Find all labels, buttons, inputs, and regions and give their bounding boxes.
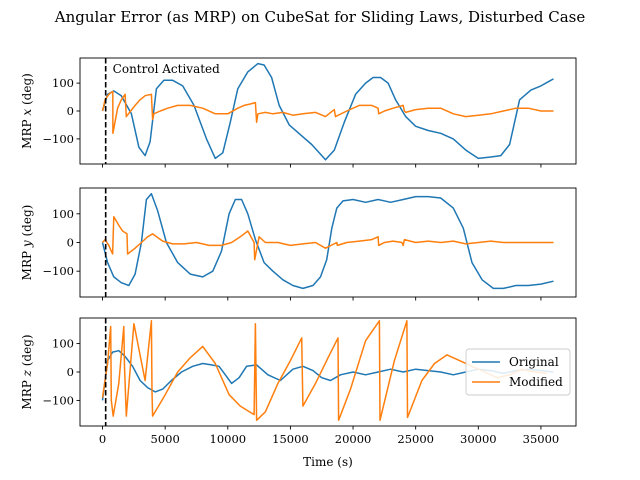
x-tick-label: 0: [99, 432, 106, 446]
series-line-modified: [101, 215, 554, 261]
y-tick-label: 100: [52, 207, 74, 221]
series-line-modified: [101, 320, 548, 422]
y-tick-label: 0: [67, 104, 74, 118]
x-tick-label: 25000: [397, 432, 434, 446]
x-tick-label: 15000: [272, 432, 309, 446]
y-tick-label: −100: [42, 393, 74, 407]
chart-title: Angular Error (as MRP) on CubeSat for Sl…: [54, 8, 586, 26]
subplot-1: 100 0 −100 MRP x (deg) Control Activated: [20, 57, 577, 168]
y-tick-label: 100: [52, 337, 74, 351]
y-axis-label: MRP x (deg): [20, 73, 34, 149]
y-tick-label: 100: [52, 76, 74, 90]
x-axis-label: Time (s): [303, 455, 353, 469]
x-tick-label: 20000: [335, 432, 372, 446]
y-tick-label: 0: [67, 236, 74, 250]
x-tick-label: 10000: [210, 432, 247, 446]
x-tick-label: 30000: [460, 432, 497, 446]
x-tick-label: 35000: [523, 432, 560, 446]
control-activated-annotation: Control Activated: [113, 62, 220, 76]
subplot-2: 100 0 −100 MRP y (deg): [20, 187, 577, 301]
y-tick-label: −100: [42, 132, 74, 146]
y-tick-label: 0: [67, 365, 74, 379]
legend-label-original: Original: [509, 355, 559, 369]
series-line-original: [101, 192, 554, 290]
x-tick-label: 5000: [151, 432, 180, 446]
y-axis-label: MRP y (deg): [20, 205, 34, 281]
legend-label-modified: Modified: [509, 375, 563, 389]
y-tick-label: −100: [42, 264, 74, 278]
legend: Original Modified: [465, 348, 571, 396]
y-axis-label: MRP z (deg): [20, 334, 34, 409]
subplot-3: 100 0 −100 0 5000 10000 15000 20000 25000 30000 35…: [20, 317, 577, 446]
series-line-modified: [101, 90, 554, 135]
series-line-original: [101, 62, 554, 161]
legend-box: [465, 348, 571, 396]
